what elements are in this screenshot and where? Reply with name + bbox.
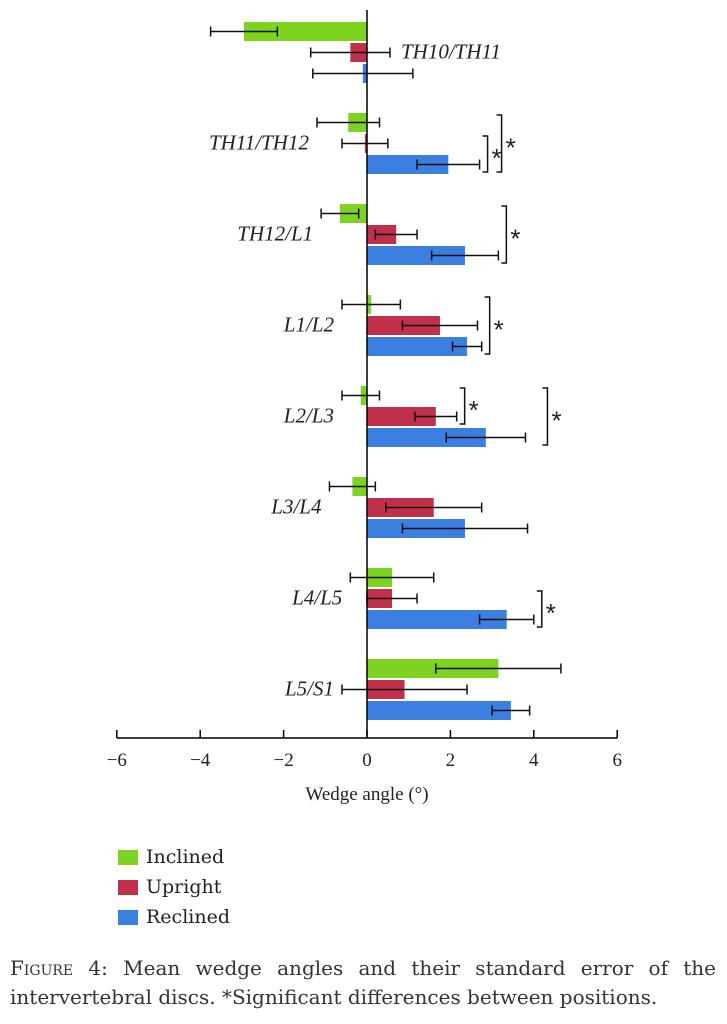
error-bar-l5-s1-inclined [435,663,562,674]
bar-l4-l5-reclined [367,610,507,629]
error-bar-l2-l3-reclined [445,432,527,443]
category-label-l1-l2: L1/L2 [283,313,335,337]
error-bar-th11-th12-upright [341,138,389,149]
legend-label-upright: Upright [146,876,222,898]
significance-bracket-l2-l3-5: * [542,387,562,446]
legend: Inclined Upright Reclined [118,842,230,932]
bar-th12-l1-reclined [367,246,465,265]
error-bar-l3-l4-upright [385,502,483,513]
category-label-l2-l3: L2/L3 [283,404,334,428]
significance-bracket-l1-l2-3: * [484,296,504,355]
error-bar-th12-l1-upright [374,229,418,240]
wedge-angle-chart: * **** ** TH10/TH11TH11/TH12TH12/L1L1/L2L2… [107,10,622,805]
x-tick-label-4: 2 [446,750,456,771]
x-axis-label: Wedge angle (°) [305,784,428,805]
bar-l1-l2-reclined [367,337,468,356]
x-tick-label-6: 6 [612,750,622,771]
bar-l2-l3-upright [367,407,436,426]
error-bar-th11-th12-reclined [416,159,481,170]
category-label-l3-l4: L3/L4 [270,495,322,519]
category-label-l5-s1: L5/S1 [284,677,334,701]
legend-swatch-reclined [118,909,138,925]
significance-bracket-th11-th12-0: * [482,135,502,173]
significance-star: * [494,315,504,345]
figure-caption: Figure 4: Mean wedge angles and their st… [10,954,716,1012]
x-tick-label-1: −4 [190,750,211,771]
x-tick-label-3: 0 [362,750,372,771]
caption-prefix: Figure 4: [10,956,108,980]
category-label-l4-l5: L4/L5 [291,586,342,610]
bar-l2-l3-reclined [367,428,486,447]
legend-item-upright: Upright [118,872,230,902]
x-tick-label-0: −6 [107,750,127,771]
significance-star: * [506,133,516,163]
error-bar-l3-l4-reclined [401,523,529,534]
significance-star: * [469,395,479,425]
category-label-th12-l1: TH12/L1 [237,222,313,246]
bar-th10-th11-inclined [243,22,367,41]
legend-swatch-inclined [118,849,138,865]
error-bar-th12-l1-inclined [320,208,360,219]
error-bar-l1-l2-upright [401,320,479,331]
error-bar-l2-l3-inclined [341,390,381,401]
category-label-th11-th12: TH11/TH12 [209,131,309,155]
error-bar-l2-l3-upright [414,411,458,422]
legend-item-reclined: Reclined [118,902,230,932]
bar-l5-s1-reclined [367,701,511,720]
error-bar-th10-th11-upright [309,47,391,58]
significance-bracket-l2-l3-4: * [459,387,479,425]
error-bar-th10-th11-inclined [209,26,279,37]
significance-bracket-l4-l5-6: * [536,590,556,628]
category-label-th10-th11: TH10/TH11 [401,40,501,64]
bar-l5-s1-inclined [367,659,499,678]
error-bar-l5-s1-reclined [491,705,531,716]
error-bar-l4-l5-inclined [349,572,435,583]
significance-star: * [510,224,520,254]
legend-item-inclined: Inclined [118,842,230,872]
x-tick-label-2: −2 [273,750,293,771]
error-bar-th10-th11-reclined [312,68,414,79]
legend-label-inclined: Inclined [146,846,225,868]
significance-star: * [492,143,502,173]
error-bar-l1-l2-inclined [341,299,402,310]
significance-star: * [546,598,556,628]
error-bar-th12-l1-reclined [430,250,500,261]
error-bar-l5-s1-upright [341,684,468,695]
significance-bracket-th12-l1-2: * [501,205,520,264]
error-bar-l1-l2-reclined [451,341,483,352]
legend-swatch-upright [118,879,138,895]
significance-bracket-th11-th12-1: * [496,114,516,173]
x-tick-label-5: 4 [529,750,539,771]
bar-th11-th12-reclined [367,155,449,174]
caption-text: Mean wedge angles and their standard err… [10,956,716,1009]
significance-star: * [551,406,561,436]
legend-label-reclined: Reclined [146,906,230,928]
error-bar-th11-th12-inclined [316,117,381,128]
error-bar-l4-l5-reclined [478,614,535,625]
